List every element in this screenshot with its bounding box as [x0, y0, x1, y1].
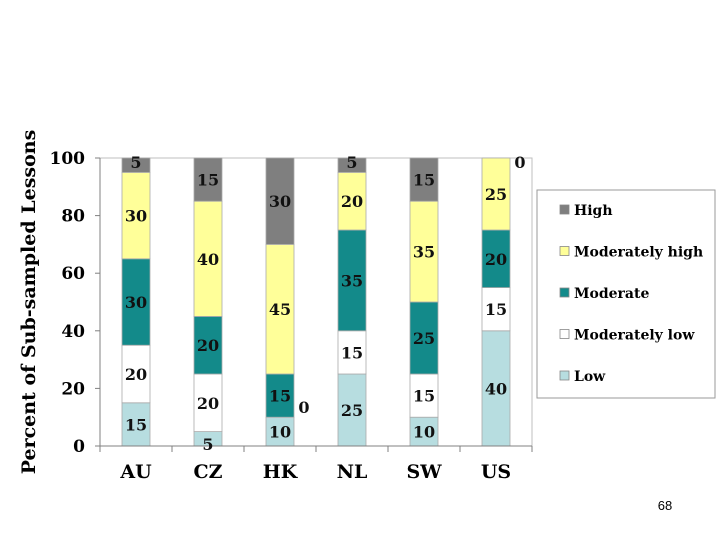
bar-segment-sw-high — [409, 157, 439, 202]
data-label: 15 — [125, 415, 147, 434]
bar-segment-us-low — [481, 330, 511, 447]
data-label: 35 — [341, 271, 363, 290]
x-category-label: HK — [263, 461, 299, 483]
bar-segment-au-moderately-low — [121, 344, 151, 404]
legend-label: Moderately low — [574, 328, 695, 344]
x-category-label: AU — [119, 461, 152, 483]
bar-segment-nl-moderately-high — [337, 171, 367, 231]
data-label: 25 — [413, 329, 435, 348]
legend-swatch-moderate — [559, 287, 570, 298]
legend-label: Moderately high — [574, 245, 703, 261]
y-tick-label: 0 — [73, 437, 85, 457]
bar-segment-us-moderately-high — [481, 157, 511, 231]
bar-segment-us-moderately-low — [481, 287, 511, 332]
data-label: 15 — [341, 343, 363, 362]
bar-segment-hk-moderate — [265, 373, 295, 418]
y-tick-label: 40 — [61, 322, 85, 342]
bar-segment-us-moderate — [481, 229, 511, 288]
data-label: 25 — [485, 185, 507, 204]
bar-segment-hk-moderately-high — [265, 243, 295, 375]
data-label: 30 — [125, 293, 147, 312]
data-label: 20 — [341, 192, 363, 211]
data-label: 20 — [197, 394, 219, 413]
bar-segment-nl-low — [337, 373, 367, 447]
data-label: 5 — [130, 153, 141, 172]
y-axis-label: Percent of Sub-sampled Lessons — [18, 130, 40, 475]
bar-segment-sw-moderate — [409, 301, 439, 375]
bar-segment-cz-moderate — [193, 315, 223, 375]
y-tick-label: 60 — [61, 264, 85, 284]
x-category-label: NL — [337, 461, 368, 483]
bar-segment-sw-moderately-low — [409, 373, 439, 418]
data-label: 40 — [485, 379, 507, 398]
data-label: 5 — [346, 153, 357, 172]
bar-segment-nl-high — [337, 157, 367, 173]
y-tick-label: 20 — [61, 379, 85, 399]
data-label: 10 — [413, 423, 435, 442]
legend: High Moderately high Moderate Moderately lo… — [536, 189, 716, 399]
data-label: 20 — [197, 336, 219, 355]
bar-segment-nl-moderate — [337, 229, 367, 332]
data-label: 40 — [197, 250, 219, 269]
bar-segment-hk-high — [265, 157, 295, 245]
data-label: 45 — [269, 300, 291, 319]
bar-segment-sw-moderately-high — [409, 200, 439, 303]
legend-swatch-low — [559, 370, 570, 381]
bar-segment-cz-moderately-high — [193, 200, 223, 317]
x-category-label: CZ — [194, 461, 223, 483]
x-category-label: SW — [406, 461, 442, 483]
x-category-label: US — [481, 461, 511, 483]
data-label: 15 — [485, 300, 507, 319]
legend-label: Moderate — [574, 286, 649, 302]
bar-segment-cz-moderately-low — [193, 373, 223, 432]
data-label: 20 — [125, 365, 147, 384]
data-label: 20 — [485, 250, 507, 269]
data-label: 15 — [413, 171, 435, 190]
data-label: 15 — [269, 387, 291, 406]
bar-segment-au-high — [121, 157, 151, 173]
bar-segment-cz-high — [193, 157, 223, 202]
bar-segment-au-low — [121, 402, 151, 447]
bar-segment-sw-low — [409, 416, 439, 447]
y-tick-label: 80 — [61, 207, 85, 227]
legend-swatch-moderately-high — [559, 246, 570, 256]
data-label: 30 — [125, 207, 147, 226]
data-label: 15 — [197, 171, 219, 190]
bar-segment-nl-moderately-low — [337, 330, 367, 375]
data-label: 10 — [269, 423, 291, 442]
page-number: 68 — [657, 498, 673, 513]
data-label: 35 — [413, 243, 435, 262]
bar-segment-au-moderately-high — [121, 171, 151, 260]
data-label: 30 — [269, 192, 291, 211]
data-label: 15 — [413, 387, 435, 406]
data-label: 0 — [298, 398, 309, 417]
plot-area-frame — [99, 157, 533, 447]
data-label: 0 — [514, 153, 525, 172]
data-label: 5 — [202, 435, 213, 454]
legend-label: High — [574, 203, 613, 219]
legend-label: Low — [574, 369, 606, 385]
data-label: 25 — [341, 401, 363, 420]
y-tick-label: 100 — [50, 149, 86, 169]
legend-swatch-moderately-low — [559, 329, 570, 339]
legend-swatch-high — [559, 204, 570, 215]
